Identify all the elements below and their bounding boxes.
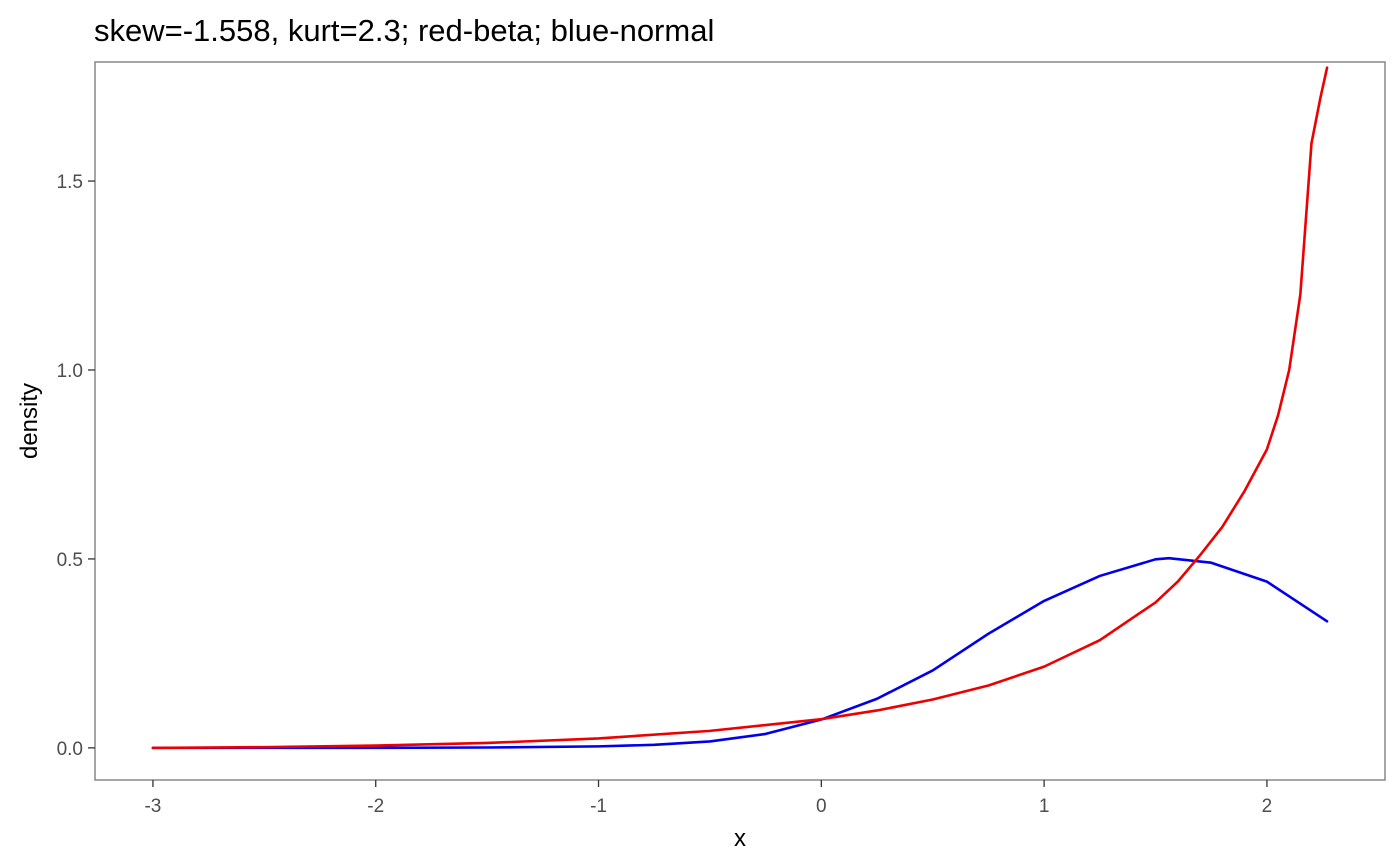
plot-area xyxy=(151,66,1329,750)
y-tick-label: 1.5 xyxy=(57,172,83,193)
y-tick-label: 0.5 xyxy=(57,550,83,571)
x-tick-label: 2 xyxy=(1262,796,1273,817)
beta-density-line xyxy=(151,66,1329,750)
chart-title: skew=-1.558, kurt=2.3; red-beta; blue-no… xyxy=(94,13,714,48)
x-tick-label: -1 xyxy=(590,796,607,817)
x-tick-label: -3 xyxy=(144,796,161,817)
panel-border xyxy=(94,61,1386,781)
x-axis: -3 -2 -1 0 1 2 xyxy=(144,780,1272,817)
x-tick-label: -2 xyxy=(367,796,384,817)
normal-density-line xyxy=(151,556,1329,750)
y-tick-label: 1.0 xyxy=(57,361,83,382)
y-tick-label: 0.0 xyxy=(57,739,83,760)
x-tick-label: 1 xyxy=(1039,796,1050,817)
x-tick-label: 0 xyxy=(816,796,827,817)
y-axis: 0.0 0.5 1.0 1.5 xyxy=(57,172,95,760)
y-axis-title: density xyxy=(16,383,43,459)
x-axis-title: x xyxy=(734,825,746,852)
